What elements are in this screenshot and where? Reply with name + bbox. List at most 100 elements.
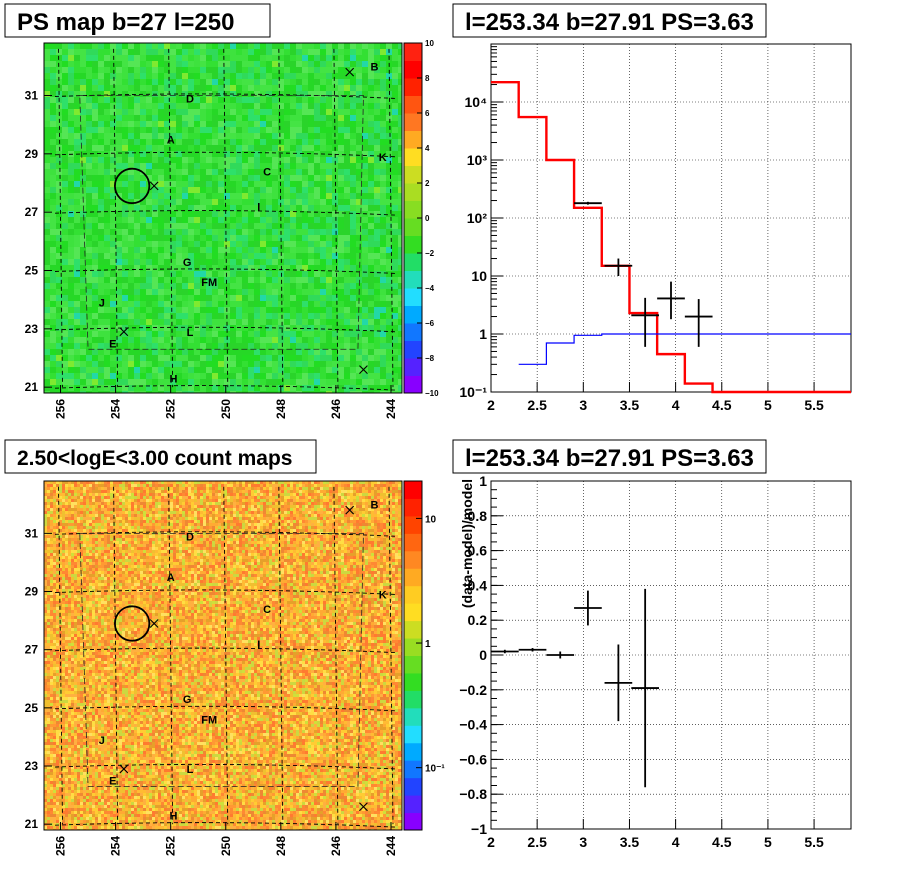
map-pixel — [200, 391, 206, 393]
map-pixel — [380, 73, 386, 79]
map-pixel — [182, 139, 188, 145]
map-pixel — [176, 481, 179, 484]
map-pixel — [134, 217, 140, 223]
map-pixel — [350, 367, 356, 373]
map-pixel — [74, 349, 80, 355]
map-pixel — [266, 229, 272, 235]
map-pixel — [398, 97, 402, 103]
map-pixel — [392, 481, 395, 484]
map-pixel — [320, 379, 326, 385]
map-pixel — [86, 505, 89, 508]
map-pixel — [320, 283, 326, 289]
map-pixel — [260, 313, 266, 319]
map-pixel — [260, 151, 266, 157]
map-pixel — [398, 121, 402, 127]
map-pixel — [62, 175, 68, 181]
map-pixel — [308, 61, 314, 67]
map-pixel — [392, 91, 398, 97]
map-pixel — [146, 379, 152, 385]
map-pixel — [296, 217, 302, 223]
map-pixel — [362, 151, 368, 157]
map-pixel — [314, 205, 320, 211]
map-pixel — [320, 307, 326, 313]
map-pixel — [263, 493, 266, 496]
map-pixel — [344, 343, 350, 349]
map-pixel — [134, 289, 140, 295]
map-pixel — [98, 175, 104, 181]
map-pixel — [242, 505, 245, 508]
map-pixel — [362, 301, 368, 307]
map-pixel — [77, 505, 80, 508]
map-pixel — [302, 385, 308, 391]
map-pixel — [134, 277, 140, 283]
map-pixel — [101, 493, 104, 496]
map-pixel — [332, 205, 338, 211]
map-pixel — [248, 43, 254, 49]
map-pixel — [206, 175, 212, 181]
map-pixel — [398, 385, 402, 391]
map-pixel — [44, 43, 50, 49]
map-pixel — [335, 508, 338, 511]
map-pixel — [152, 247, 158, 253]
map-pixel — [116, 91, 122, 97]
map-pixel — [266, 175, 272, 181]
map-pixel — [128, 496, 131, 499]
map-pixel — [170, 109, 176, 115]
map-pixel — [245, 490, 248, 493]
map-pixel — [266, 133, 272, 139]
map-pixel — [254, 385, 260, 391]
map-pixel — [320, 109, 326, 115]
map-pixel — [188, 235, 194, 241]
map-pixel — [290, 247, 296, 253]
map-pixel — [164, 235, 170, 241]
map-pixel — [152, 103, 158, 109]
map-pixel — [326, 193, 332, 199]
map-pixel — [212, 235, 218, 241]
count-map-panel: 2.50<logE<3.00 count maps BDAKCIGFMJLEH2… — [4, 439, 445, 856]
map-pixel — [254, 265, 260, 271]
map-pixel — [302, 490, 305, 493]
map-pixel — [59, 487, 62, 490]
map-pixel — [356, 169, 362, 175]
map-pixel — [206, 484, 209, 487]
map-pixel — [278, 73, 284, 79]
map-pixel — [362, 199, 368, 205]
map-pixel — [176, 163, 182, 169]
map-pixel — [365, 493, 368, 496]
map-pixel — [83, 508, 86, 511]
map-pixel — [344, 175, 350, 181]
map-pixel — [224, 193, 230, 199]
map-pixel — [68, 493, 71, 496]
map-pixel — [146, 121, 152, 127]
map-pixel — [344, 289, 350, 295]
map-pixel — [200, 502, 203, 505]
map-pixel — [386, 385, 392, 391]
map-pixel — [116, 181, 122, 187]
map-pixel — [194, 505, 197, 508]
map-pixel — [350, 343, 356, 349]
map-pixel — [224, 121, 230, 127]
map-pixel — [92, 49, 98, 55]
map-pixel — [56, 121, 62, 127]
colorbar-tick-label: 10 — [425, 39, 434, 48]
map-pixel — [338, 115, 344, 121]
map-pixel — [80, 217, 86, 223]
map-pixel — [398, 145, 402, 151]
map-pixel — [122, 505, 125, 508]
map-pixel — [152, 211, 158, 217]
map-pixel — [131, 484, 134, 487]
map-pixel — [374, 493, 377, 496]
map-pixel — [86, 259, 92, 265]
map-pixel — [68, 484, 71, 487]
map-pixel — [383, 484, 386, 487]
map-pixel — [224, 205, 230, 211]
map-pixel — [386, 331, 392, 337]
map-pixel — [92, 502, 95, 505]
map-pixel — [164, 301, 170, 307]
map-pixel — [248, 343, 254, 349]
map-pixel — [296, 175, 302, 181]
map-pixel — [236, 391, 242, 393]
map-pixel — [152, 217, 158, 223]
plot-grid — [490, 44, 851, 393]
map-pixel — [59, 499, 62, 502]
